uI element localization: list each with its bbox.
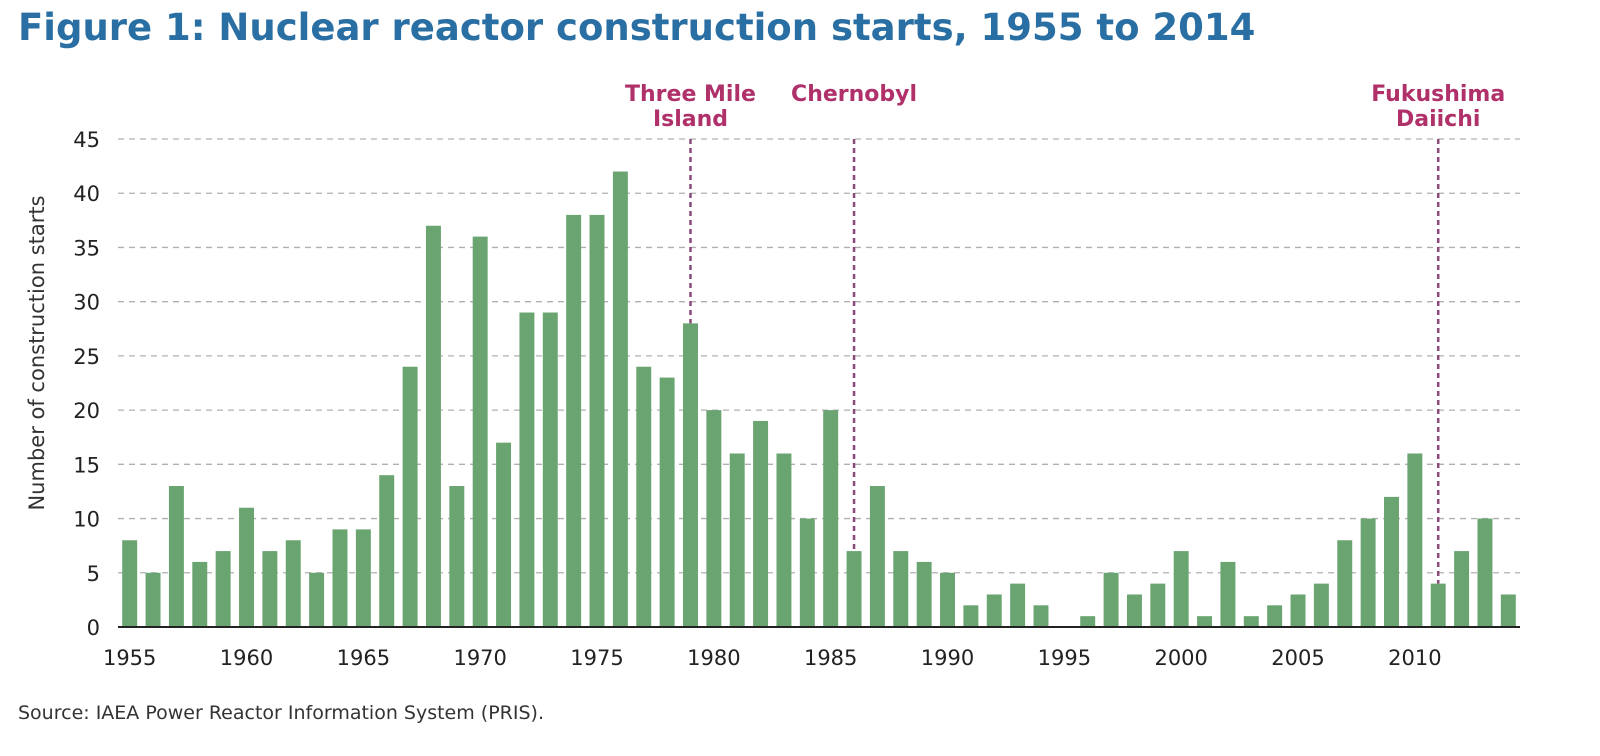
y-tick-label: 30	[73, 291, 100, 315]
bar-1960	[239, 507, 254, 627]
bar-1956	[145, 572, 161, 627]
bar-2010	[1407, 453, 1423, 627]
source-note: Source: IAEA Power Reactor Information S…	[18, 702, 544, 724]
bar-1984	[799, 518, 815, 627]
bar-1958	[192, 561, 208, 627]
bar-2007	[1337, 540, 1353, 627]
x-tick-label: 2005	[1271, 646, 1324, 670]
y-tick-label: 40	[73, 182, 100, 206]
x-tick-label: 1980	[687, 646, 740, 670]
bar-1972	[519, 312, 535, 627]
bar-2000	[1173, 551, 1189, 627]
bar-1974	[566, 214, 582, 627]
bar-1992	[986, 594, 1002, 627]
annotation-label: Daiichi	[1396, 107, 1480, 132]
bar-1986	[846, 551, 862, 627]
bar-1970	[472, 236, 488, 627]
y-axis-label: Number of construction starts	[25, 195, 49, 510]
bar-2002	[1220, 561, 1236, 627]
bar-1981	[729, 453, 745, 627]
bar-1983	[776, 453, 792, 627]
bar-1975	[589, 214, 605, 627]
bar-1978	[659, 377, 675, 627]
bar-1980	[706, 410, 722, 627]
bar-2011	[1430, 583, 1446, 627]
bar-1979	[683, 323, 698, 627]
x-tick-label: 1985	[804, 646, 857, 670]
x-tick-label: 1955	[103, 646, 156, 670]
x-tick-label: 2000	[1154, 646, 1207, 670]
x-tick-label: 1995	[1038, 646, 1091, 670]
bar-1962	[285, 540, 301, 627]
x-tick-label: 1975	[570, 646, 623, 670]
x-tick-label: 1965	[337, 646, 390, 670]
annotation-label: Chernobyl	[791, 82, 917, 107]
x-tick-label: 2010	[1388, 646, 1441, 670]
bar-2013	[1477, 518, 1493, 627]
y-tick-label: 10	[73, 508, 100, 532]
bar-2001	[1197, 616, 1213, 627]
gridlines	[118, 138, 1520, 574]
bar-1967	[402, 366, 418, 627]
bar-2012	[1454, 551, 1470, 627]
axes: 0 5 10 15 20 25 30 35 40 45 1955 1960 1965 1970 1975 19…	[73, 128, 1520, 670]
bar-1997	[1103, 572, 1119, 627]
bar-1969	[449, 486, 465, 627]
bar-1964	[332, 529, 348, 627]
annotation-label: Fukushima	[1371, 82, 1505, 107]
bar-1973	[542, 312, 558, 627]
bar-1994	[1033, 605, 1049, 627]
bar-1988	[893, 551, 909, 627]
x-tick-label: 1990	[921, 646, 974, 670]
x-tick-label: 1970	[453, 646, 506, 670]
y-tick-label: 0	[87, 616, 100, 640]
annotation-label: Island	[653, 107, 728, 132]
bar-1989	[916, 561, 932, 627]
chart-title: Figure 1: Nuclear reactor construction s…	[18, 6, 1256, 49]
bar-2014	[1500, 594, 1516, 627]
y-tick-label: 35	[73, 236, 100, 260]
bar-1993	[1010, 583, 1026, 627]
bar-1961	[262, 551, 278, 627]
bar-1985	[823, 410, 839, 627]
y-tick-label: 5	[87, 562, 100, 586]
bar-1999	[1150, 583, 1166, 627]
annotation-label: Three Mile	[625, 82, 756, 107]
bar-1963	[309, 572, 325, 627]
bar-1976	[612, 171, 628, 628]
bars	[122, 171, 1516, 628]
bar-2006	[1313, 583, 1329, 627]
bar-1955	[122, 540, 138, 627]
bar-1965	[355, 529, 371, 627]
y-tick-label: 45	[73, 128, 100, 152]
bar-1971	[496, 442, 512, 627]
bar-1996	[1080, 616, 1096, 627]
bar-2003	[1243, 616, 1259, 627]
bar-1966	[379, 475, 395, 627]
bar-1957	[168, 486, 184, 627]
y-tick-label: 20	[73, 399, 100, 423]
bar-1982	[753, 420, 769, 627]
bar-1959	[215, 551, 231, 627]
x-tick-label: 1960	[220, 646, 273, 670]
bar-1990	[940, 572, 955, 627]
y-tick-label: 15	[73, 453, 100, 477]
bar-1987	[869, 486, 885, 627]
bar-1977	[636, 366, 652, 627]
bar-2008	[1360, 518, 1376, 627]
y-tick-label: 25	[73, 345, 100, 369]
bar-1968	[425, 225, 441, 627]
bar-1991	[963, 605, 979, 627]
bar-2004	[1267, 605, 1283, 627]
bar-1998	[1126, 594, 1142, 627]
bar-2009	[1384, 496, 1399, 627]
bar-2005	[1290, 594, 1306, 627]
